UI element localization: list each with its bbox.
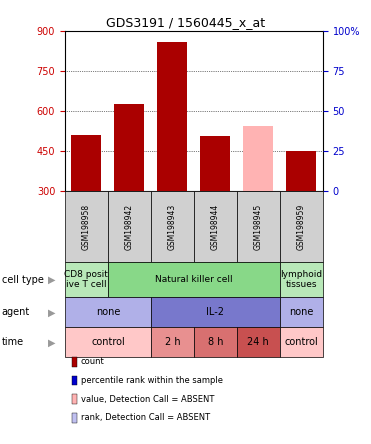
Bar bbox=[114, 104, 144, 191]
Text: none: none bbox=[289, 307, 313, 317]
Text: ▶: ▶ bbox=[48, 307, 56, 317]
Text: 2 h: 2 h bbox=[165, 337, 180, 347]
Text: ▶: ▶ bbox=[48, 275, 56, 285]
Text: GSM198944: GSM198944 bbox=[211, 203, 220, 250]
Text: GSM198958: GSM198958 bbox=[82, 203, 91, 250]
Text: GSM198959: GSM198959 bbox=[297, 203, 306, 250]
Bar bbox=[200, 136, 230, 191]
Text: agent: agent bbox=[2, 307, 30, 317]
Text: GSM198943: GSM198943 bbox=[168, 203, 177, 250]
Bar bbox=[157, 42, 187, 191]
Bar bbox=[71, 135, 101, 191]
Bar bbox=[286, 151, 316, 191]
Text: 24 h: 24 h bbox=[247, 337, 269, 347]
Text: time: time bbox=[2, 337, 24, 347]
Text: GSM198942: GSM198942 bbox=[125, 203, 134, 250]
Text: value, Detection Call = ABSENT: value, Detection Call = ABSENT bbox=[81, 395, 214, 404]
Text: count: count bbox=[81, 357, 105, 366]
Text: GSM198945: GSM198945 bbox=[254, 203, 263, 250]
Text: percentile rank within the sample: percentile rank within the sample bbox=[81, 376, 223, 385]
Text: control: control bbox=[91, 337, 125, 347]
Bar bbox=[243, 126, 273, 191]
Text: cell type: cell type bbox=[2, 275, 44, 285]
Text: IL-2: IL-2 bbox=[206, 307, 224, 317]
Text: ▶: ▶ bbox=[48, 337, 56, 347]
Text: control: control bbox=[285, 337, 318, 347]
Text: rank, Detection Call = ABSENT: rank, Detection Call = ABSENT bbox=[81, 413, 210, 422]
Text: none: none bbox=[96, 307, 120, 317]
Text: GDS3191 / 1560445_x_at: GDS3191 / 1560445_x_at bbox=[106, 16, 265, 28]
Text: Natural killer cell: Natural killer cell bbox=[155, 275, 233, 284]
Text: CD8 posit
ive T cell: CD8 posit ive T cell bbox=[65, 270, 108, 289]
Text: lymphoid
tissues: lymphoid tissues bbox=[280, 270, 322, 289]
Text: 8 h: 8 h bbox=[208, 337, 223, 347]
